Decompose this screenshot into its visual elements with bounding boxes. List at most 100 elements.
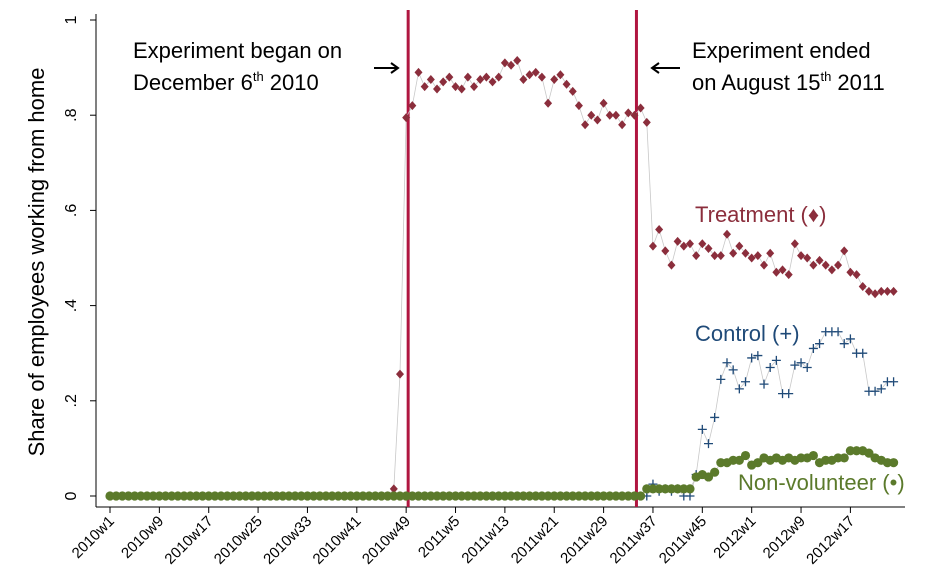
point <box>692 251 701 261</box>
x-tick-label: 2011w37 <box>606 513 660 567</box>
point <box>784 270 793 280</box>
point <box>513 55 522 65</box>
point <box>790 239 799 249</box>
x-tick-label: 2010w41 <box>310 513 365 568</box>
point <box>544 98 553 108</box>
point <box>747 253 756 263</box>
point <box>778 265 787 275</box>
point <box>735 241 744 251</box>
series-label: Non-volunteer (•) <box>738 470 905 495</box>
point <box>624 108 633 118</box>
point <box>494 72 503 82</box>
point <box>470 82 479 92</box>
point <box>500 58 509 68</box>
point <box>852 270 861 280</box>
point <box>760 260 769 270</box>
point <box>389 484 398 494</box>
x-tick-label: 2012w1 <box>710 513 759 562</box>
y-tick-label: 1 <box>63 15 80 24</box>
point <box>426 75 435 84</box>
annotation: on August 15th 2011 <box>692 69 885 95</box>
annotation-part: 2011 <box>831 70 884 95</box>
point <box>753 251 762 261</box>
point <box>840 246 849 256</box>
point <box>451 82 460 92</box>
point <box>741 377 751 387</box>
point <box>679 241 688 251</box>
point <box>402 113 411 123</box>
point <box>765 362 775 372</box>
y-tick-label: 0 <box>63 491 80 500</box>
y-axis-label: Share of employees working from home <box>24 68 49 457</box>
point <box>766 248 775 258</box>
point <box>519 75 528 84</box>
x-tick-label: 2012w9 <box>760 513 809 562</box>
point <box>507 60 516 70</box>
point <box>593 115 602 125</box>
point <box>655 224 664 234</box>
point <box>636 491 646 501</box>
point <box>839 339 849 349</box>
point <box>772 267 781 277</box>
point <box>574 101 583 111</box>
point <box>667 260 676 270</box>
point <box>703 439 713 449</box>
point <box>734 384 744 394</box>
point <box>846 267 855 277</box>
point <box>827 265 836 275</box>
annotation-part: December 6 <box>133 70 253 95</box>
point <box>808 343 818 353</box>
point <box>704 243 713 253</box>
point <box>433 84 442 94</box>
x-tick-label: 2011w13 <box>458 513 512 567</box>
point <box>420 82 429 92</box>
point <box>729 248 738 258</box>
point <box>803 253 812 263</box>
y-tick-label: .6 <box>63 204 80 217</box>
point <box>716 251 725 261</box>
point <box>802 362 812 372</box>
point <box>476 75 485 84</box>
point <box>716 374 726 384</box>
x-tick-label: 2012w17 <box>803 513 858 568</box>
point <box>463 72 472 82</box>
annotation: Experiment began on <box>133 38 342 63</box>
point <box>871 289 880 299</box>
point <box>753 351 763 361</box>
point <box>611 110 620 120</box>
point <box>710 251 719 261</box>
x-tick-label: 2011w21 <box>508 513 562 567</box>
arrow-head <box>390 62 400 74</box>
x-tick-label: 2010w25 <box>211 513 266 568</box>
point <box>858 348 868 358</box>
point <box>883 286 892 296</box>
annotation-part: th <box>253 69 264 84</box>
y-tick-label: .4 <box>63 299 80 312</box>
point <box>740 450 751 461</box>
point <box>889 377 899 387</box>
point <box>790 360 800 370</box>
point <box>568 86 577 96</box>
point <box>408 101 417 111</box>
point <box>482 72 491 82</box>
point <box>642 117 651 127</box>
point <box>661 246 670 256</box>
point <box>439 77 448 87</box>
point <box>858 282 867 292</box>
point <box>673 236 682 246</box>
point <box>395 369 404 379</box>
point <box>698 239 707 249</box>
point <box>457 84 466 94</box>
point <box>741 248 750 258</box>
point <box>562 79 571 89</box>
point <box>821 260 830 270</box>
point <box>870 386 880 396</box>
point <box>877 286 886 296</box>
point <box>864 286 873 296</box>
point <box>710 412 720 422</box>
x-tick-label: 2010w1 <box>69 513 118 562</box>
point <box>722 358 732 368</box>
point <box>771 355 781 365</box>
x-tick-label: 2010w33 <box>260 513 315 568</box>
